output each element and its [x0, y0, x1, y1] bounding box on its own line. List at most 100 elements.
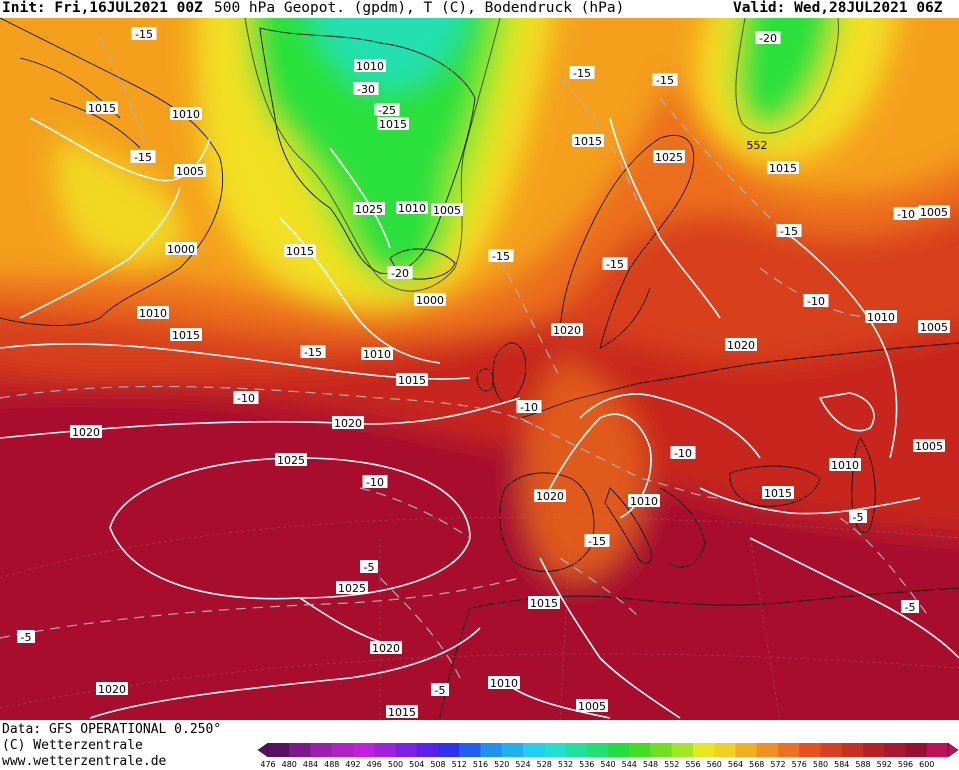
svg-text:1020: 1020 [372, 642, 400, 655]
website[interactable]: www.wetterzentrale.de [2, 754, 167, 769]
temp-label: -10 [233, 391, 259, 405]
svg-text:-15: -15 [304, 346, 322, 359]
svg-text:1020: 1020 [553, 324, 581, 337]
svg-text:1025: 1025 [338, 582, 366, 595]
svg-text:1020: 1020 [727, 339, 755, 352]
temp-label: -15 [130, 150, 156, 164]
scale-tick-label: 500 [387, 760, 404, 769]
temp-label: -20 [755, 31, 781, 45]
isobar-label: 1000 [165, 242, 197, 256]
color-scale [258, 742, 958, 758]
isobar-label: 1015 [528, 596, 560, 610]
scale-tick-label: 548 [642, 760, 659, 769]
svg-text:-5: -5 [21, 631, 32, 644]
isobar-label: 1010 [137, 306, 169, 320]
svg-text:1015: 1015 [574, 135, 602, 148]
svg-text:1015: 1015 [88, 102, 116, 115]
isobar-label: 1015 [572, 134, 604, 148]
scale-tick-label: 480 [281, 760, 297, 769]
svg-text:-25: -25 [378, 104, 396, 117]
isobar-label: 1005 [918, 205, 950, 219]
isobar-label: 1025 [336, 581, 368, 595]
scale-swatch [778, 743, 800, 757]
scale-swatch [480, 743, 503, 757]
temp-label: -15 [488, 249, 514, 263]
svg-text:1000: 1000 [416, 294, 444, 307]
isobar-label: 1010 [829, 458, 861, 472]
svg-text:1005: 1005 [920, 206, 948, 219]
isobar-label: 1020 [534, 489, 566, 503]
scale-tick-label: 600 [919, 760, 935, 769]
data-source: Data: GFS OPERATIONAL 0.250° [2, 722, 222, 737]
svg-text:1015: 1015 [398, 374, 426, 387]
scale-tick-label: 588 [855, 760, 871, 769]
isobar-label: 1010 [354, 59, 386, 73]
scale-swatch [501, 743, 524, 757]
temp-label: -15 [300, 345, 326, 359]
geopotential-field [0, 18, 959, 720]
scale-tick-label: 496 [366, 760, 382, 769]
svg-text:-10: -10 [520, 401, 538, 414]
isobar-label: 1005 [576, 699, 608, 713]
valid-time: Valid: Wed,28JUL2021 06Z [733, 0, 943, 16]
svg-text:1025: 1025 [277, 454, 305, 467]
temp-label: -5 [360, 560, 378, 574]
svg-text:-20: -20 [759, 32, 777, 45]
temp-label: -10 [893, 207, 919, 221]
scale-swatch [820, 743, 843, 757]
temp-label: -5 [901, 600, 919, 614]
temp-label: -5 [17, 630, 35, 644]
temp-label: -15 [569, 66, 595, 80]
isobar-label: 1010 [396, 201, 428, 215]
scale-swatch [926, 743, 949, 757]
geopot-label: 552 [747, 139, 768, 152]
isobar-label: 1015 [386, 705, 418, 719]
svg-text:1025: 1025 [355, 203, 383, 216]
svg-text:1005: 1005 [920, 321, 948, 334]
scale-swatch [693, 743, 715, 757]
scale-swatch [523, 743, 545, 757]
scale-swatch [799, 743, 821, 757]
scale-tick-label: 488 [324, 760, 340, 769]
isobar-label: 1010 [361, 347, 393, 361]
svg-text:1020: 1020 [536, 490, 564, 503]
isobar-label: 1005 [913, 439, 945, 453]
isobar-label: 1020 [96, 682, 128, 696]
svg-text:1020: 1020 [334, 417, 362, 430]
temp-label: -15 [776, 224, 802, 238]
svg-text:1010: 1010 [831, 459, 859, 472]
isobar-label: 1015 [762, 486, 794, 500]
geopot-labels: 552 [747, 139, 768, 152]
isobar-label: 1010 [170, 107, 202, 121]
scale-tick-label: 524 [515, 760, 531, 769]
svg-text:-15: -15 [780, 225, 798, 238]
green-core-outline [244, 18, 839, 292]
svg-text:-5: -5 [364, 561, 375, 574]
isobar-label: 1015 [170, 328, 202, 342]
scale-tick-label: 596 [897, 760, 914, 769]
map-title: 500 hPa Geopot. (gpdm), T (C), Bodendruc… [214, 0, 625, 16]
isobar-label: 1025 [353, 202, 385, 216]
scale-tick-label: 568 [749, 760, 765, 769]
temp-label: -5 [849, 510, 867, 524]
svg-text:-15: -15 [573, 67, 591, 80]
svg-text:1015: 1015 [172, 329, 200, 342]
svg-text:1010: 1010 [172, 108, 200, 121]
init-time: Init: Fri,16JUL2021 00Z [2, 0, 203, 16]
svg-text:1005: 1005 [578, 700, 606, 713]
scale-tick-label: 508 [430, 760, 446, 769]
svg-text:-5: -5 [905, 601, 916, 614]
svg-text:-15: -15 [134, 151, 152, 164]
scale-tick-label: 564 [727, 760, 744, 769]
scale-tick-label: 580 [812, 760, 829, 769]
temp-label: -5 [431, 683, 449, 697]
isobar-label: 1020 [725, 338, 757, 352]
scale-swatch [395, 743, 418, 757]
scale-swatch [459, 743, 481, 757]
scale-swatch [629, 743, 651, 757]
isobar-label: 1000 [414, 293, 446, 307]
isobar-label: 1020 [370, 641, 402, 655]
scale-tick-label: 576 [791, 760, 807, 769]
temp-label: -10 [516, 400, 542, 414]
scale-tick-label: 516 [472, 760, 489, 769]
